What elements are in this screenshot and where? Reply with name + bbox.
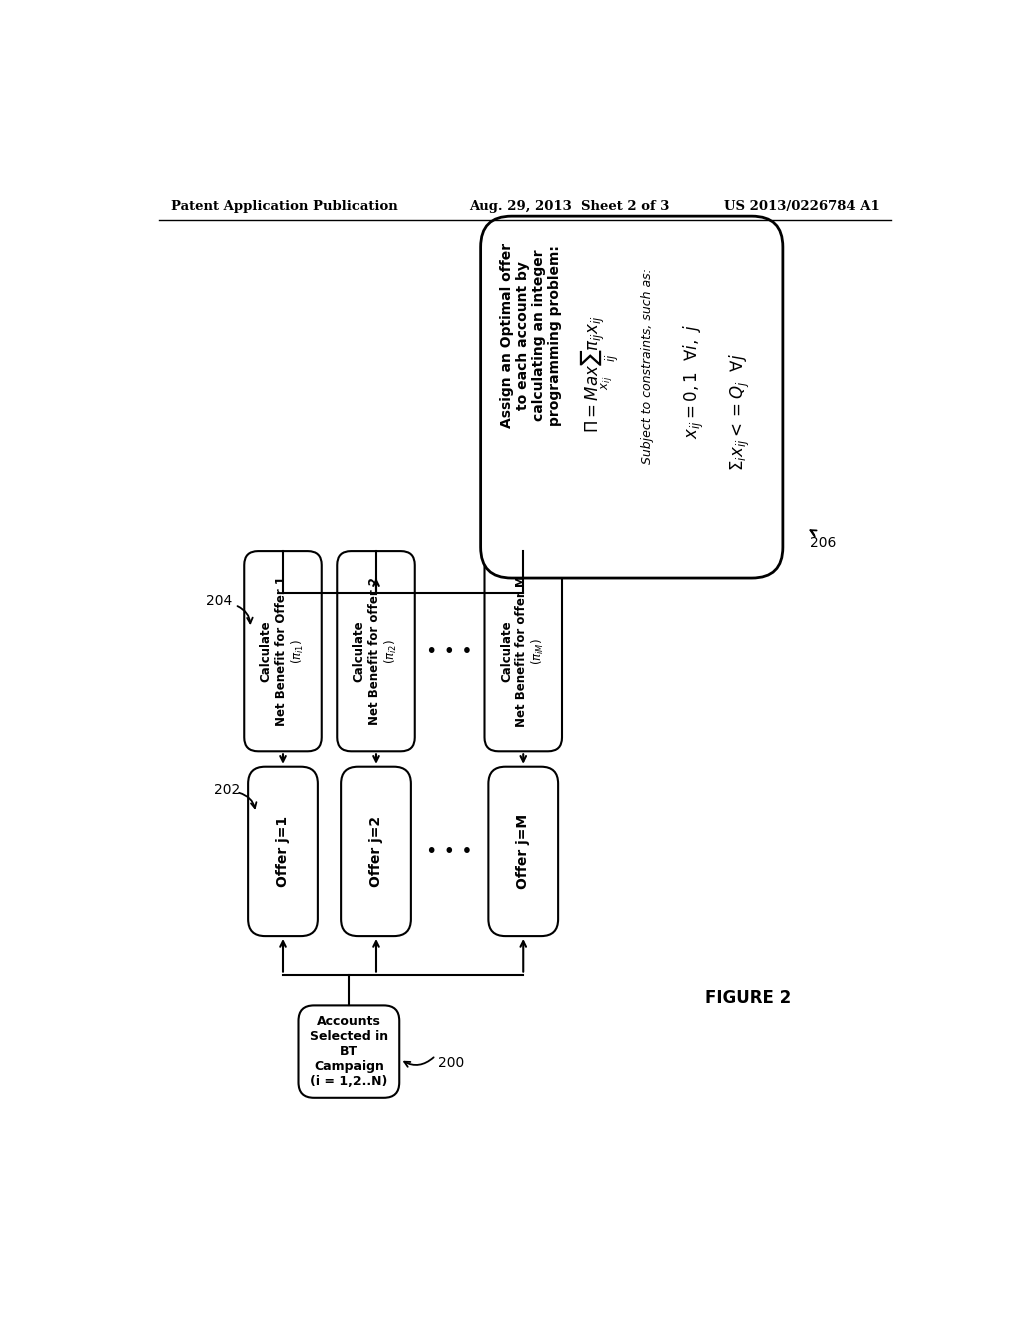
Text: • • •: • • • xyxy=(426,642,473,661)
Text: Accounts
Selected in
BT
Campaign
(i = 1,2..N): Accounts Selected in BT Campaign (i = 1,… xyxy=(310,1015,388,1088)
FancyBboxPatch shape xyxy=(337,552,415,751)
Text: $\Sigma_i x_{ij} <= Q_j\ \ \forall j$: $\Sigma_i x_{ij} <= Q_j\ \ \forall j$ xyxy=(728,354,753,471)
Text: Calculate
Net Benefit for Offer 1
$(\pi_{i1})$: Calculate Net Benefit for Offer 1 $(\pi_… xyxy=(260,577,306,726)
Text: Assign an Optimal offer
to each account by
calculating an integer
programming pr: Assign an Optimal offer to each account … xyxy=(500,243,562,428)
Text: Subject to constraints, such as:: Subject to constraints, such as: xyxy=(641,268,653,465)
Text: Calculate
Net Benefit for offer 2
$(\pi_{i2})$: Calculate Net Benefit for offer 2 $(\pi_… xyxy=(352,577,399,725)
FancyBboxPatch shape xyxy=(245,552,322,751)
FancyBboxPatch shape xyxy=(299,1006,399,1098)
Text: Offer j=M: Offer j=M xyxy=(516,814,530,888)
Text: Offer j=2: Offer j=2 xyxy=(369,816,383,887)
FancyBboxPatch shape xyxy=(484,552,562,751)
Text: 200: 200 xyxy=(438,1056,464,1071)
FancyBboxPatch shape xyxy=(341,767,411,936)
Text: US 2013/0226784 A1: US 2013/0226784 A1 xyxy=(724,199,880,213)
Text: FIGURE 2: FIGURE 2 xyxy=(705,989,792,1007)
Text: 202: 202 xyxy=(214,783,241,797)
FancyBboxPatch shape xyxy=(248,767,317,936)
Text: Offer j=1: Offer j=1 xyxy=(276,816,290,887)
Text: $\Pi = \underset{x_{ij}}{Max}\sum_{ij} \pi_{ij} x_{ij}$: $\Pi = \underset{x_{ij}}{Max}\sum_{ij} \… xyxy=(580,315,623,433)
Text: 204: 204 xyxy=(206,594,232,609)
Text: 206: 206 xyxy=(810,536,837,550)
FancyBboxPatch shape xyxy=(488,767,558,936)
Text: $x_{ij} = 0,1\ \ \forall i,\ j$: $x_{ij} = 0,1\ \ \forall i,\ j$ xyxy=(682,325,706,440)
Text: • • •: • • • xyxy=(426,842,473,861)
Text: Calculate
Net Benefit for offer M
$(\pi_{iM})$: Calculate Net Benefit for offer M $(\pi_… xyxy=(500,576,547,727)
Text: Aug. 29, 2013  Sheet 2 of 3: Aug. 29, 2013 Sheet 2 of 3 xyxy=(469,199,670,213)
FancyBboxPatch shape xyxy=(480,216,783,578)
Text: Patent Application Publication: Patent Application Publication xyxy=(171,199,397,213)
